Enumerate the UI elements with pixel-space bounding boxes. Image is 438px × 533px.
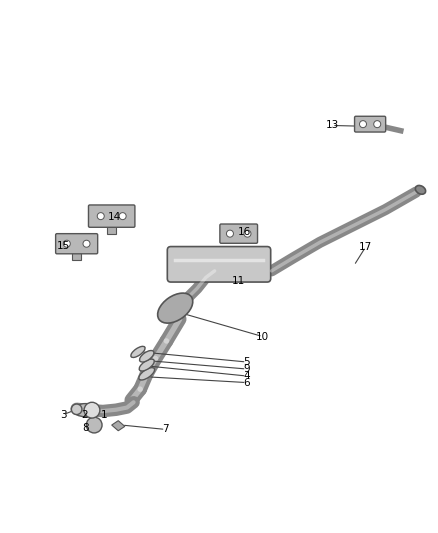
Text: 16: 16 — [238, 228, 251, 237]
Circle shape — [97, 213, 104, 220]
Text: 10: 10 — [256, 332, 269, 342]
FancyBboxPatch shape — [88, 205, 135, 227]
Text: 8: 8 — [82, 423, 89, 433]
Text: 3: 3 — [60, 409, 67, 419]
Polygon shape — [112, 421, 125, 431]
Circle shape — [63, 240, 70, 247]
Text: 5: 5 — [243, 357, 250, 367]
Text: 13: 13 — [325, 120, 339, 131]
Circle shape — [374, 120, 381, 128]
FancyBboxPatch shape — [220, 224, 258, 243]
Text: 4: 4 — [243, 371, 250, 381]
Text: 17: 17 — [359, 242, 372, 252]
Ellipse shape — [131, 346, 145, 358]
Circle shape — [84, 402, 100, 418]
Circle shape — [244, 230, 251, 237]
Ellipse shape — [158, 293, 193, 323]
Text: 1: 1 — [101, 409, 108, 419]
Ellipse shape — [139, 368, 155, 380]
Ellipse shape — [73, 403, 97, 417]
Ellipse shape — [140, 351, 154, 362]
Circle shape — [226, 230, 233, 237]
Text: 14: 14 — [108, 213, 121, 222]
FancyBboxPatch shape — [167, 247, 271, 282]
Text: 7: 7 — [162, 424, 169, 434]
Ellipse shape — [139, 359, 154, 371]
Circle shape — [119, 213, 126, 220]
Text: 6: 6 — [243, 377, 250, 387]
Text: 15: 15 — [57, 241, 70, 252]
Text: 9: 9 — [243, 364, 250, 374]
Circle shape — [360, 120, 367, 128]
Text: 2: 2 — [81, 409, 88, 419]
Circle shape — [71, 404, 82, 415]
Ellipse shape — [415, 185, 426, 194]
Circle shape — [86, 417, 102, 433]
FancyBboxPatch shape — [354, 116, 386, 132]
Polygon shape — [72, 253, 81, 260]
Circle shape — [83, 240, 90, 247]
FancyBboxPatch shape — [56, 233, 98, 254]
Text: 11: 11 — [232, 276, 245, 286]
Polygon shape — [107, 226, 116, 233]
